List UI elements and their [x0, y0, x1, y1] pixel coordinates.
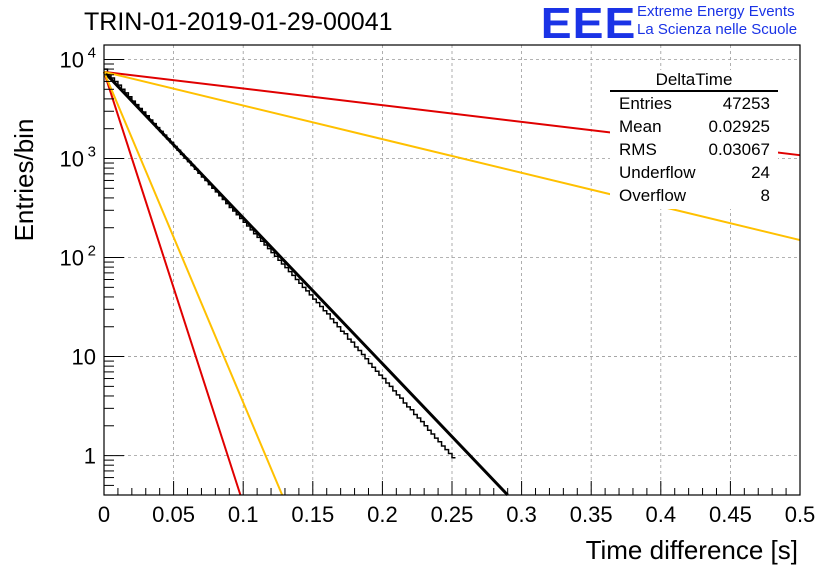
x-tick-label: 0.25 [431, 502, 474, 527]
y-tick-label: 10 [60, 246, 84, 271]
x-axis-label: Time difference [s] [586, 535, 798, 565]
eee-logo: EEE [540, 0, 637, 48]
eee-logo-text: Extreme Energy Events La Scienza nelle S… [637, 3, 797, 39]
x-tick-label: 0.5 [785, 502, 816, 527]
x-tick-label: 0.05 [152, 502, 195, 527]
y-tick-label: 10 [60, 47, 84, 72]
y-tick-exponent: 3 [88, 144, 96, 161]
stats-label: Mean [619, 117, 662, 136]
x-tick-label: 0.1 [228, 502, 259, 527]
stats-label: Entries [619, 94, 672, 113]
y-tick-label: 10 [72, 345, 96, 370]
fit-curve [102, 70, 509, 497]
chart-title: TRIN-01-2019-01-29-00041 [84, 8, 393, 36]
axis-ticks: 0 0.05 0.1 0.15 0.2 0.25 0.3 0.35 0.4 0.45 0.5 1 10 1… [60, 44, 816, 527]
stats-row-rms: RMS 0.03067 [610, 138, 778, 161]
x-tick-label: 0.2 [367, 502, 398, 527]
fit-curves [102, 70, 801, 497]
x-tick-label: 0 [98, 502, 110, 527]
stats-box-title: DeltaTime [610, 70, 778, 92]
y-tick-exponent: 2 [88, 243, 96, 260]
y-axis-label: Entries/bin [9, 119, 39, 242]
stats-value: 8 [760, 186, 770, 205]
x-tick-label: 0.4 [646, 502, 677, 527]
stats-value: 0.03067 [708, 140, 770, 159]
stats-row-mean: Mean 0.02925 [610, 115, 778, 138]
stats-row-underflow: Underflow 24 [610, 161, 778, 184]
x-tick-label: 0.3 [506, 502, 537, 527]
fit-curve [103, 70, 801, 242]
stats-box: DeltaTime Entries 47253 Mean 0.02925 RMS… [610, 70, 778, 209]
stats-label: Underflow [619, 163, 696, 182]
x-tick-label: 0.35 [570, 502, 613, 527]
stats-row-overflow: Overflow 8 [610, 184, 778, 207]
fit-curve [103, 71, 242, 496]
grid-lines [104, 45, 800, 495]
stats-value: 47253 [722, 94, 770, 113]
eee-logo-line2: La Scienza nelle Scuole [637, 21, 798, 38]
eee-logo-line1: Extreme Energy Events [637, 3, 795, 20]
fit-curve [103, 71, 284, 496]
x-tick-label: 0.45 [709, 502, 752, 527]
x-tick-label: 0.15 [291, 502, 334, 527]
stats-value: 24 [751, 163, 770, 182]
stats-row-entries: Entries 47253 [610, 92, 778, 115]
stats-value: 0.02925 [708, 117, 770, 136]
stats-label: Overflow [619, 186, 687, 205]
y-tick-label: 10 [60, 147, 84, 172]
y-tick-exponent: 4 [88, 44, 96, 61]
y-tick-label: 1 [84, 444, 96, 469]
stats-label: RMS [619, 140, 657, 159]
